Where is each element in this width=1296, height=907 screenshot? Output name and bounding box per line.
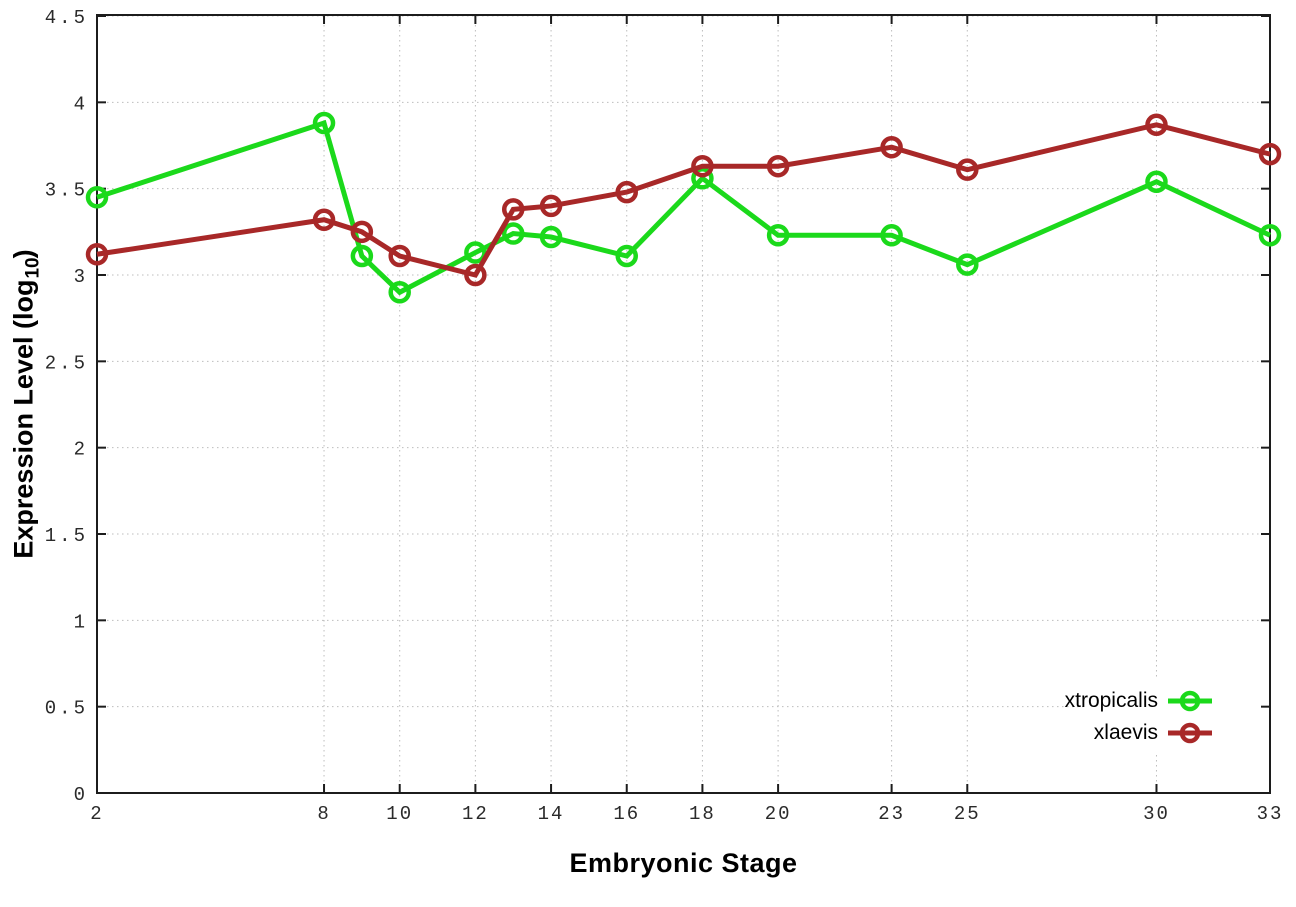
data-point-xtropicalis (350, 244, 374, 268)
legend-marker-icon (1179, 690, 1201, 712)
data-point-xlaevis (691, 154, 714, 178)
x-tick-label: 12 (462, 803, 489, 825)
plot-border (96, 14, 1271, 794)
x-tick-label: 33 (1257, 803, 1284, 825)
x-tick-label: 20 (765, 803, 792, 825)
data-point-xlaevis (85, 243, 109, 266)
x-tick-label: 30 (1143, 803, 1170, 825)
data-point-xtropicalis (691, 167, 714, 190)
data-point-xtropicalis (388, 281, 411, 304)
x-tick-label: 2 (90, 803, 103, 825)
x-tick-label: 18 (689, 803, 716, 825)
legend-marker-icon (1179, 722, 1201, 744)
y-axis-title-subscript: 10 (22, 257, 44, 279)
legend-backdrop (1086, 680, 1268, 754)
legend-label-xtropicalis: xtropicalis (1064, 689, 1158, 712)
data-point-xtropicalis (85, 186, 109, 209)
x-axis-title: Embryonic Stage (569, 848, 798, 878)
data-point-xlaevis (766, 154, 790, 178)
data-point-xlaevis (1258, 142, 1282, 166)
y-tick-label: 4.5 (45, 7, 88, 29)
y-tick-label: 0 (74, 784, 88, 806)
data-point-xtropicalis (766, 224, 790, 247)
data-point-xlaevis (615, 180, 638, 204)
data-point-xtropicalis (615, 244, 638, 268)
x-tick-label: 8 (317, 803, 330, 825)
data-point-xlaevis (1145, 113, 1168, 137)
y-tick-label: 2.5 (45, 352, 88, 374)
x-tick-label: 14 (538, 803, 565, 825)
data-point-xlaevis (350, 220, 374, 244)
legend-item-xtropicalis: xtropicalis (1065, 686, 1214, 716)
y-tick-label: 1.5 (45, 525, 88, 547)
x-tick-label: 16 (613, 803, 640, 825)
y-tick-label: 2 (74, 439, 88, 461)
legend-sample-xlaevis (1168, 722, 1212, 744)
y-tick-label: 3.5 (45, 180, 88, 202)
y-tick-label: 0.5 (45, 698, 88, 720)
series-line-xtropicalis (96, 119, 1272, 296)
data-point-xtropicalis (1258, 224, 1282, 247)
data-point-xtropicalis (312, 111, 336, 135)
legend: xtropicalis xlaevis (1065, 686, 1214, 748)
data-point-xlaevis (464, 263, 487, 287)
data-point-xlaevis (501, 198, 525, 221)
data-point-xtropicalis (539, 225, 563, 249)
data-point-xlaevis (312, 208, 336, 231)
data-point-xtropicalis (956, 253, 979, 276)
y-tick-label: 1 (74, 611, 88, 633)
data-point-xtropicalis (501, 222, 525, 245)
data-point-xlaevis (388, 244, 411, 268)
y-tick-label: 4 (74, 93, 88, 115)
legend-sample-xtropicalis (1168, 690, 1212, 712)
legend-label-xlaevis: xlaevis (1093, 721, 1158, 744)
data-point-xtropicalis (880, 224, 903, 247)
x-tick-label: 23 (878, 803, 905, 825)
y-axis-title-text: Expression Level (log (8, 279, 39, 559)
x-tick-label: 10 (386, 803, 413, 825)
data-point-xtropicalis (1145, 170, 1168, 194)
y-tick-label: 3 (74, 266, 88, 288)
legend-item-xlaevis: xlaevis (1094, 718, 1214, 748)
data-point-xlaevis (880, 135, 903, 159)
x-tick-label: 25 (954, 803, 981, 825)
data-point-xlaevis (539, 194, 563, 218)
data-point-xlaevis (956, 158, 979, 181)
data-point-xtropicalis (464, 241, 487, 264)
